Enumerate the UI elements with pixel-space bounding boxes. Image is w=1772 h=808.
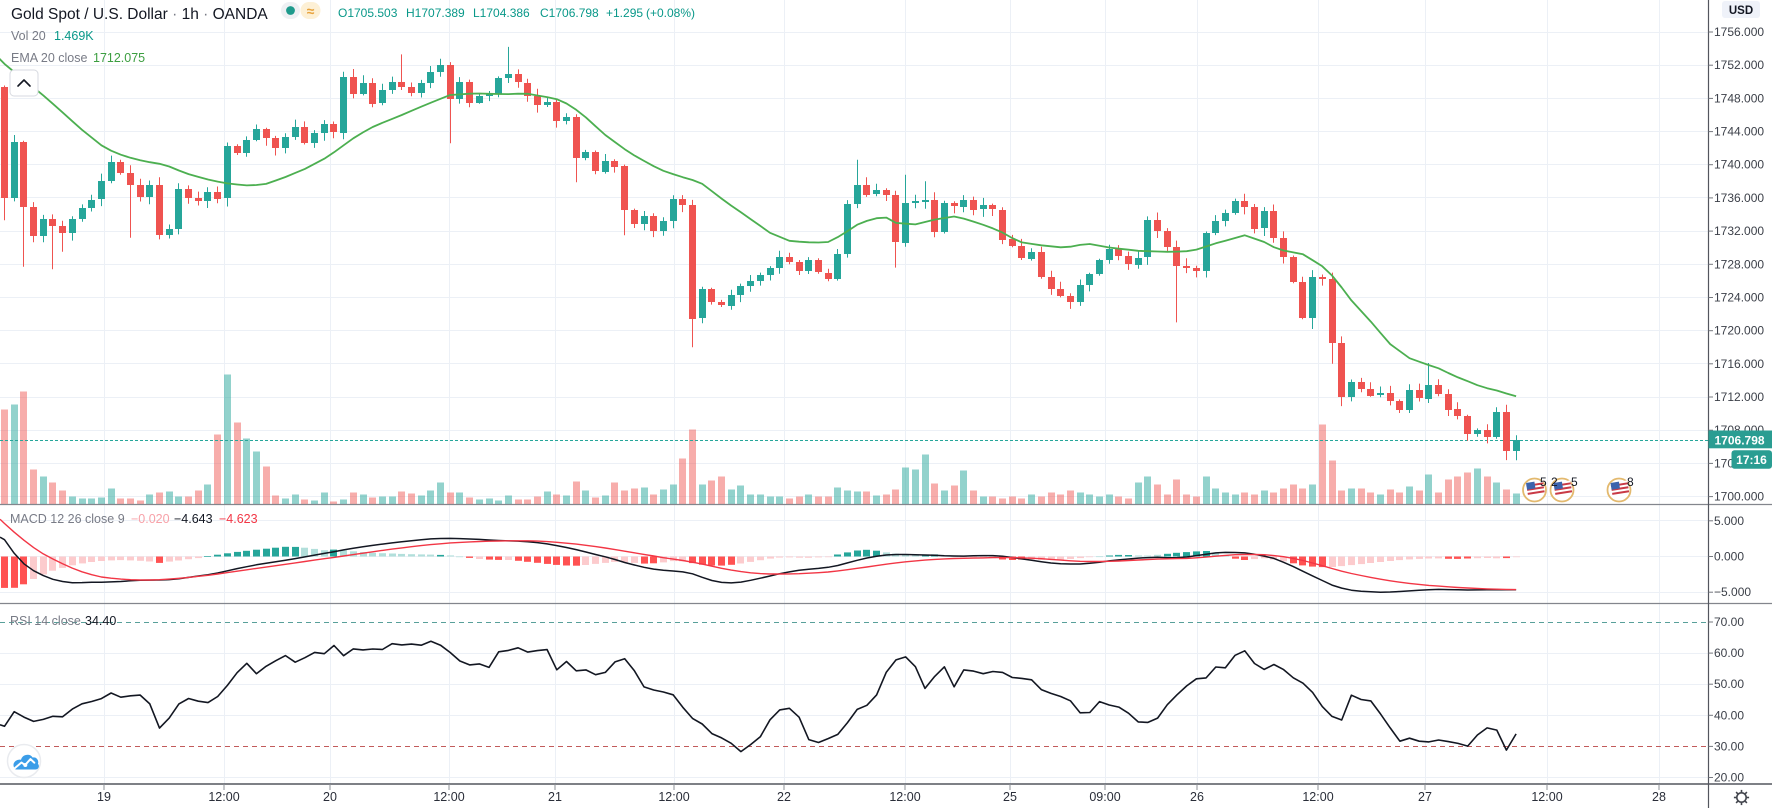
svg-text:1732.000: 1732.000 — [1714, 224, 1764, 238]
svg-text:5.000: 5.000 — [1714, 514, 1744, 528]
svg-text:12:00: 12:00 — [889, 790, 920, 804]
svg-text:70.00: 70.00 — [1714, 615, 1744, 629]
svg-text:34.40: 34.40 — [85, 614, 116, 628]
svg-text:26: 26 — [1190, 790, 1204, 804]
svg-text:O1705.503: O1705.503 — [338, 6, 398, 20]
svg-text:EMA 20 close: EMA 20 close — [11, 51, 87, 65]
svg-text:1748.000: 1748.000 — [1714, 91, 1764, 105]
svg-text:50.00: 50.00 — [1714, 677, 1744, 691]
svg-text:40.00: 40.00 — [1714, 708, 1744, 722]
svg-text:1720.000: 1720.000 — [1714, 324, 1764, 338]
svg-text:0.000: 0.000 — [1714, 550, 1744, 564]
svg-text:22: 22 — [777, 790, 791, 804]
svg-text:Gold Spot / U.S. Dollar · 1h ·: Gold Spot / U.S. Dollar · 1h · OANDA — [11, 6, 268, 23]
svg-text:19: 19 — [97, 790, 111, 804]
svg-text:+1.295: +1.295 — [606, 6, 643, 20]
svg-text:28: 28 — [1652, 790, 1666, 804]
svg-text:1756.000: 1756.000 — [1714, 25, 1764, 39]
svg-text:−5.000: −5.000 — [1714, 585, 1751, 599]
svg-text:C1706.798: C1706.798 — [540, 6, 599, 20]
svg-text:30.00: 30.00 — [1714, 739, 1744, 753]
svg-text:−0.020: −0.020 — [131, 512, 170, 526]
svg-text:MACD 12 26 close 9: MACD 12 26 close 9 — [10, 512, 125, 526]
svg-text:1724.000: 1724.000 — [1714, 291, 1764, 305]
svg-text:12:00: 12:00 — [1302, 790, 1333, 804]
svg-text:L1704.386: L1704.386 — [473, 6, 530, 20]
svg-text:≈: ≈ — [307, 3, 315, 19]
svg-text:1712.000: 1712.000 — [1714, 390, 1764, 404]
svg-text:60.00: 60.00 — [1714, 646, 1744, 660]
svg-text:2: 2 — [1551, 475, 1558, 489]
svg-text:1740.000: 1740.000 — [1714, 158, 1764, 172]
svg-text:1706.798: 1706.798 — [1715, 433, 1765, 447]
svg-text:−4.643: −4.643 — [174, 512, 213, 526]
svg-text:12:00: 12:00 — [433, 790, 464, 804]
svg-text:25: 25 — [1003, 790, 1017, 804]
svg-text:(+0.08%): (+0.08%) — [646, 6, 695, 20]
svg-text:1.469K: 1.469K — [54, 29, 94, 43]
svg-text:27: 27 — [1418, 790, 1432, 804]
svg-text:USD: USD — [1729, 5, 1753, 17]
svg-text:21: 21 — [548, 790, 562, 804]
svg-text:1728.000: 1728.000 — [1714, 257, 1764, 271]
svg-text:1700.000: 1700.000 — [1714, 490, 1764, 504]
svg-text:−4.623: −4.623 — [219, 512, 258, 526]
svg-text:1736.000: 1736.000 — [1714, 191, 1764, 205]
svg-text:1744.000: 1744.000 — [1714, 125, 1764, 139]
svg-text:1752.000: 1752.000 — [1714, 58, 1764, 72]
svg-text:12:00: 12:00 — [658, 790, 689, 804]
svg-text:H1707.389: H1707.389 — [406, 6, 465, 20]
svg-text:5: 5 — [1540, 475, 1547, 489]
svg-text:1712.075: 1712.075 — [93, 51, 145, 65]
svg-text:09:00: 09:00 — [1089, 790, 1120, 804]
svg-text:12:00: 12:00 — [208, 790, 239, 804]
svg-text:5: 5 — [1571, 475, 1578, 489]
svg-text:17:16: 17:16 — [1736, 453, 1767, 467]
svg-text:RSI 14 close: RSI 14 close — [10, 614, 81, 628]
svg-text:1716.000: 1716.000 — [1714, 357, 1764, 371]
svg-text:20.00: 20.00 — [1714, 771, 1744, 785]
svg-text:20: 20 — [323, 790, 337, 804]
svg-text:8: 8 — [1627, 475, 1634, 489]
svg-text:12:00: 12:00 — [1531, 790, 1562, 804]
svg-text:Vol 20: Vol 20 — [11, 29, 46, 43]
